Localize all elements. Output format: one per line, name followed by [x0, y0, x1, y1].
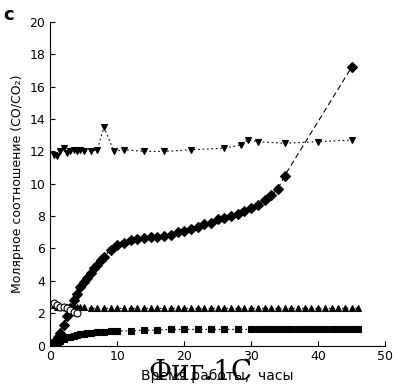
- Text: Фиг.1С: Фиг.1С: [148, 359, 252, 386]
- Text: c: c: [4, 6, 14, 24]
- X-axis label: Время работы,  часы: Время работы, часы: [142, 369, 294, 383]
- Y-axis label: Молярное соотношение (CO/CO₂): Молярное соотношение (CO/CO₂): [11, 74, 24, 293]
